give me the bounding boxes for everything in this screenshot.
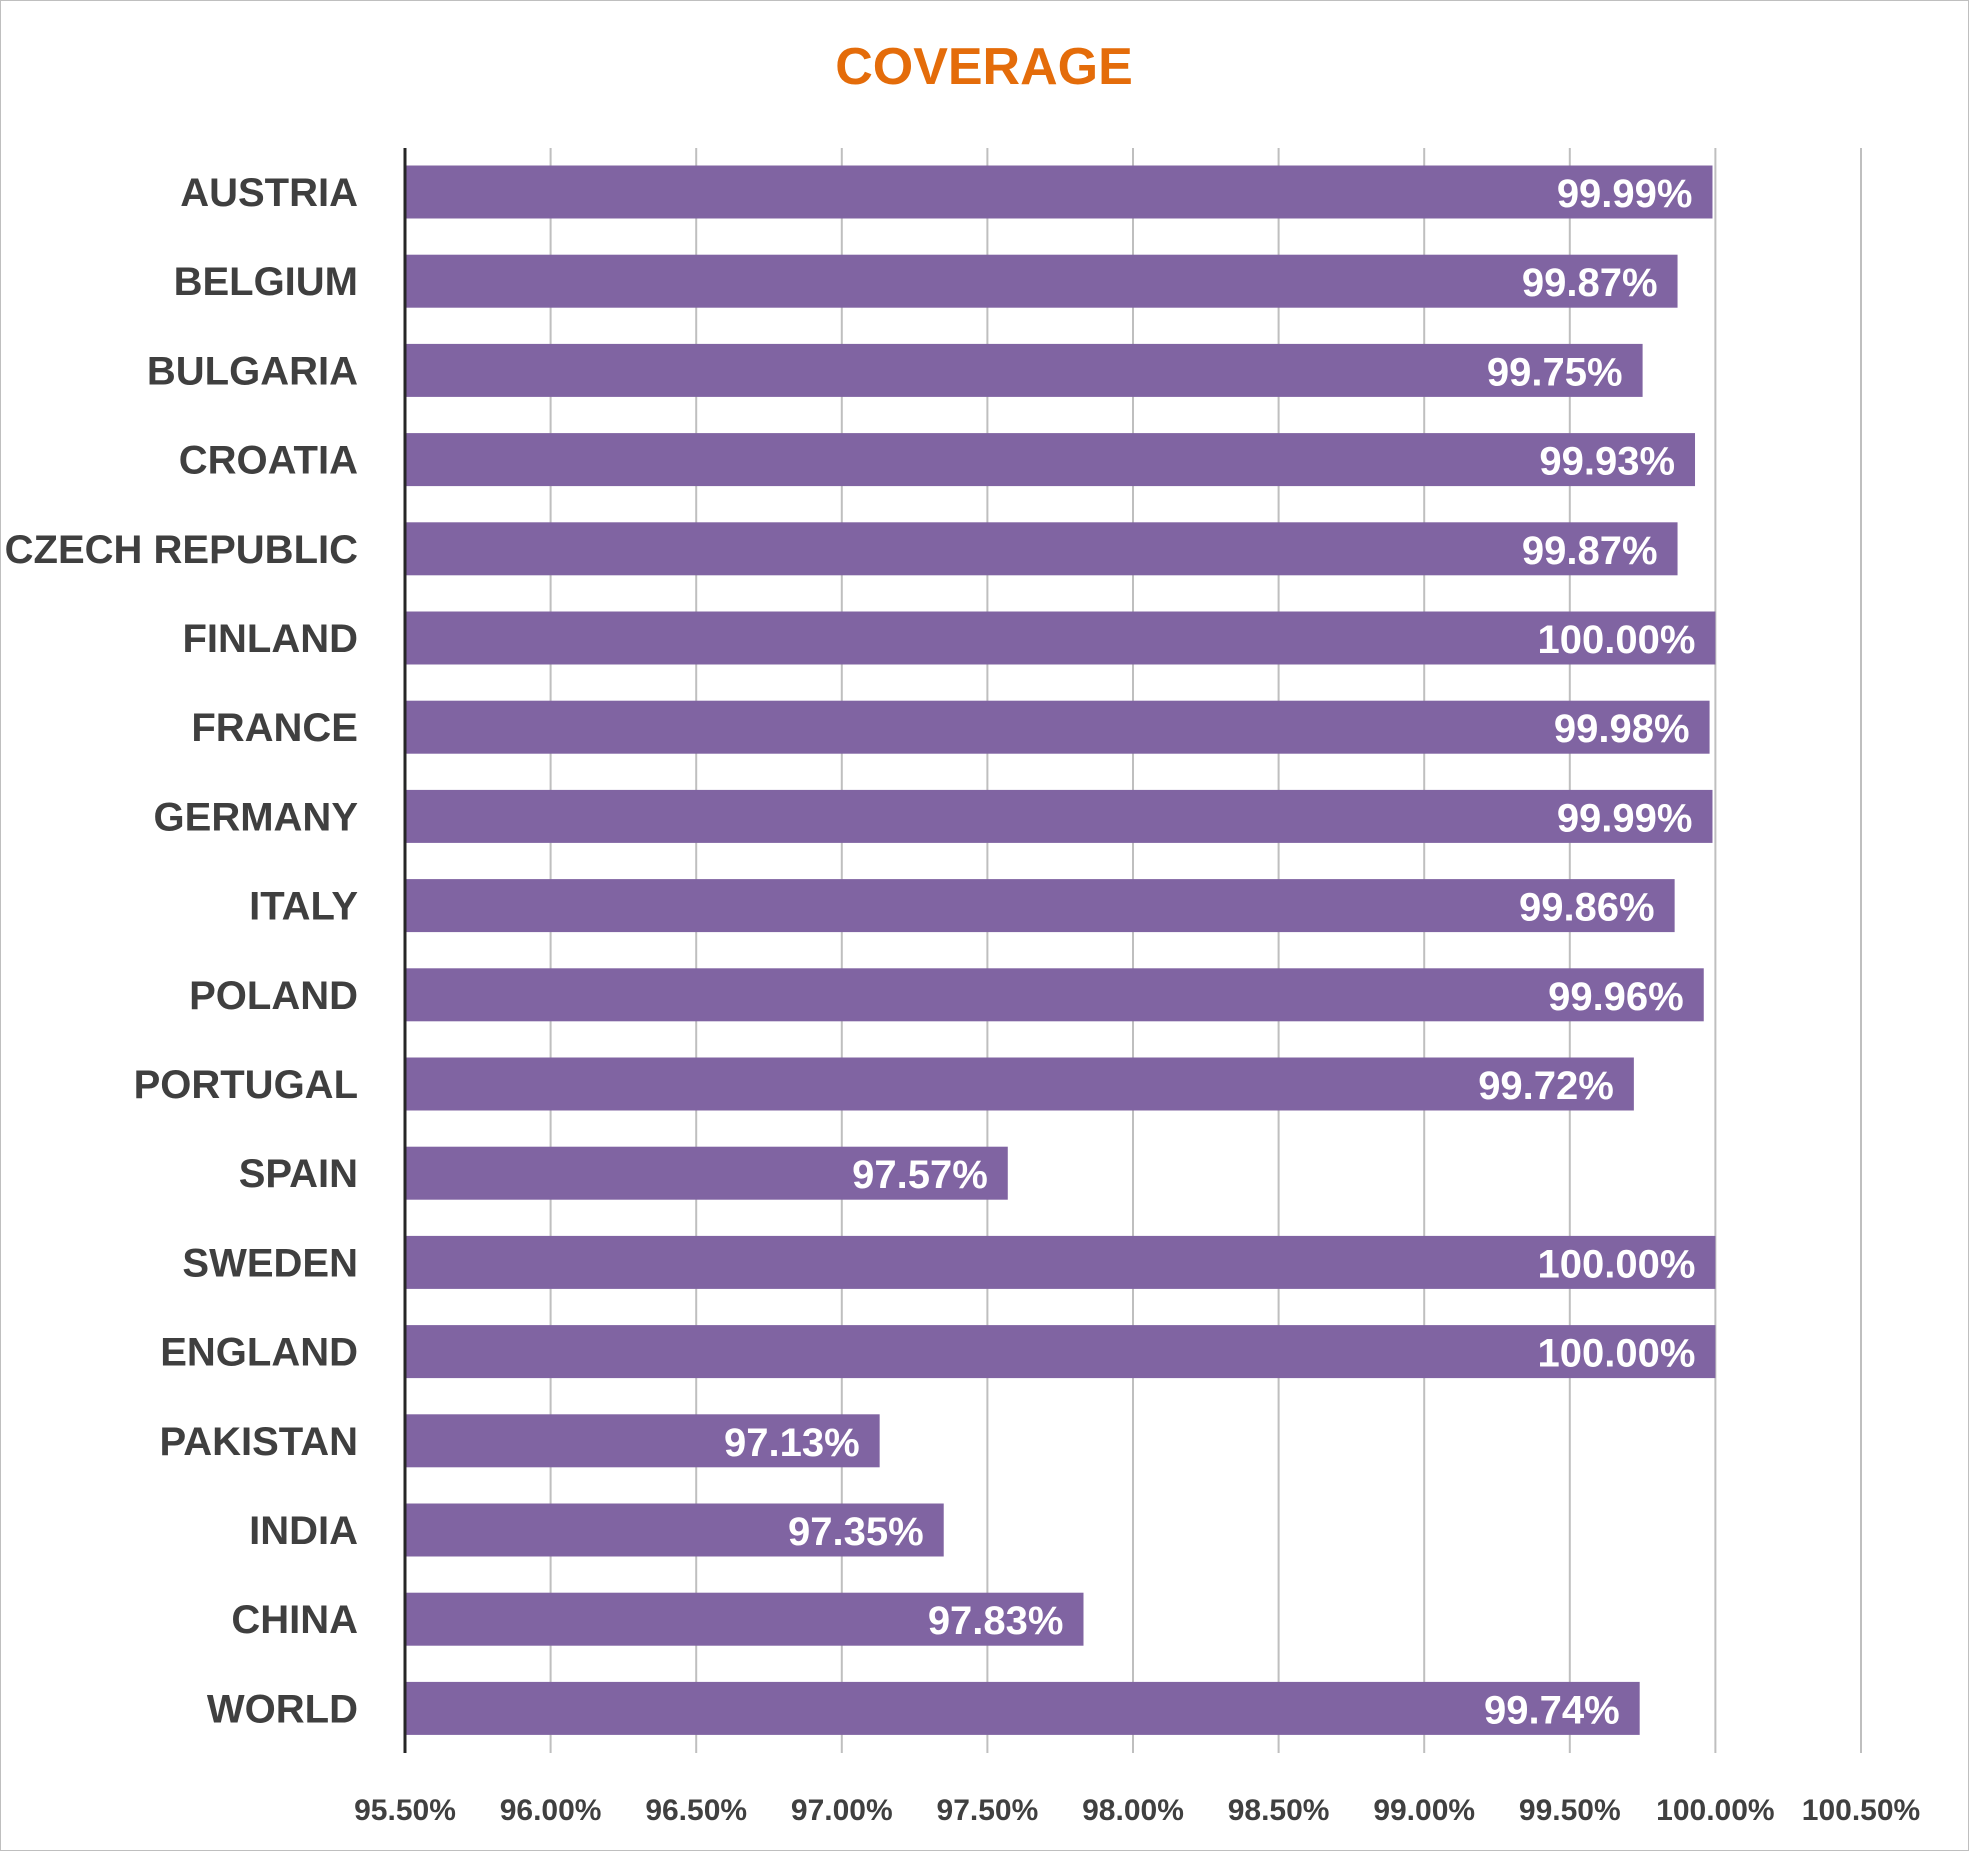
x-tick-label: 100.00%	[1656, 1794, 1774, 1827]
category-label: SWEDEN	[182, 1241, 358, 1285]
data-label: 100.00%	[1537, 618, 1695, 662]
x-tick-label: 97.50%	[937, 1794, 1039, 1827]
category-label: BELGIUM	[174, 260, 358, 304]
x-tick-label: 95.50%	[354, 1794, 456, 1827]
data-label: 99.72%	[1478, 1064, 1614, 1108]
gridlines	[549, 148, 1862, 1753]
category-label: BULGARIA	[147, 349, 358, 393]
bar	[405, 1325, 1716, 1379]
bar	[405, 1057, 1634, 1111]
data-label: 99.87%	[1522, 261, 1658, 305]
bar	[405, 165, 1713, 219]
data-label: 99.86%	[1519, 886, 1655, 930]
x-tick-label: 98.00%	[1082, 1794, 1184, 1827]
bar	[405, 1592, 1084, 1646]
bar	[405, 1503, 944, 1557]
bar	[405, 700, 1710, 754]
bar	[405, 1146, 1008, 1200]
bar	[405, 522, 1678, 576]
category-label: ENGLAND	[160, 1331, 358, 1375]
bar	[405, 1235, 1716, 1289]
bars	[405, 165, 1716, 1735]
data-label: 97.83%	[928, 1599, 1064, 1643]
category-label: SPAIN	[239, 1152, 358, 1196]
category-label: POLAND	[189, 974, 358, 1018]
bar	[405, 968, 1704, 1022]
data-label: 99.74%	[1484, 1688, 1620, 1732]
category-label: ITALY	[249, 885, 358, 929]
x-tick-label: 99.50%	[1519, 1794, 1621, 1827]
category-label: AUSTRIA	[180, 171, 358, 215]
x-tick-label: 96.50%	[645, 1794, 747, 1827]
category-label: FRANCE	[191, 706, 358, 750]
chart-title: COVERAGE	[835, 38, 1133, 96]
data-label: 100.00%	[1537, 1242, 1695, 1286]
bar	[405, 611, 1716, 665]
data-label: 99.98%	[1554, 707, 1690, 751]
data-label: 99.75%	[1487, 350, 1623, 394]
bar	[405, 433, 1696, 487]
bar	[405, 1681, 1640, 1735]
data-label: 99.99%	[1557, 796, 1693, 840]
bar	[405, 1414, 880, 1468]
data-label: 99.99%	[1557, 172, 1693, 216]
x-tick-label: 97.00%	[791, 1794, 893, 1827]
category-label: CROATIA	[179, 439, 358, 483]
data-label: 97.13%	[724, 1421, 860, 1465]
category-labels: AUSTRIA BELGIUM BULGARIA CROATIA CZECH REPUB…	[5, 171, 359, 1731]
x-tick-labels: 95.50% 96.00% 96.50% 97.00% 97.50% 98.00% 98.5…	[354, 1794, 1920, 1827]
x-tick-label: 98.50%	[1228, 1794, 1330, 1827]
category-label: GERMANY	[154, 795, 359, 839]
data-label: 99.87%	[1522, 529, 1658, 573]
category-label: PORTUGAL	[134, 1063, 358, 1107]
x-tick-label: 99.00%	[1373, 1794, 1475, 1827]
category-label: FINLAND	[182, 617, 358, 661]
category-label: CHINA	[231, 1598, 358, 1642]
category-label: INDIA	[249, 1509, 358, 1553]
bar	[405, 343, 1643, 397]
category-label: CZECH REPUBLIC	[5, 528, 358, 572]
data-label: 97.35%	[788, 1510, 924, 1554]
bar	[405, 789, 1713, 843]
x-tick-label: 100.50%	[1802, 1794, 1920, 1827]
bar	[405, 879, 1675, 933]
data-labels: 99.99% 99.87% 99.75% 99.93% 99.87% 100.00% 99.…	[724, 172, 1695, 1732]
data-label: 100.00%	[1537, 1332, 1695, 1376]
bar	[405, 254, 1678, 308]
category-label: PAKISTAN	[159, 1420, 358, 1464]
data-label: 99.93%	[1539, 440, 1675, 484]
category-label: WORLD	[207, 1687, 358, 1731]
data-label: 97.57%	[852, 1153, 988, 1197]
data-label: 99.96%	[1548, 975, 1684, 1019]
x-tick-label: 96.00%	[500, 1794, 602, 1827]
